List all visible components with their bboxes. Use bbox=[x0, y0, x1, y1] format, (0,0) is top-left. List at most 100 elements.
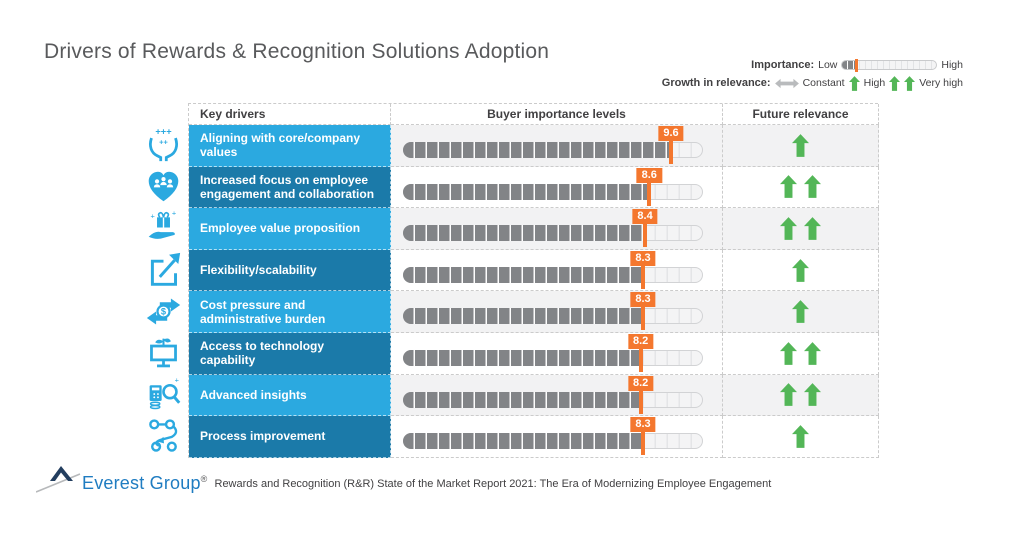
importance-high-label: High bbox=[941, 59, 963, 71]
up-arrow-icon bbox=[792, 133, 809, 157]
importance-scale-fill bbox=[842, 61, 855, 69]
importance-bar-fill bbox=[403, 225, 645, 242]
key-driver-label: Employee value proposition bbox=[200, 221, 361, 236]
growth-label: Growth in relevance: bbox=[661, 77, 771, 89]
importance-bar: 8.6 bbox=[403, 167, 703, 206]
up-arrow-icon bbox=[780, 217, 797, 240]
importance-marker bbox=[640, 304, 645, 331]
importance-bar-cell: 8.6 bbox=[391, 166, 723, 209]
insights-magnifier-icon: + bbox=[140, 374, 186, 416]
importance-bar-cell: 9.6 bbox=[391, 125, 723, 167]
expand-square-icon bbox=[140, 249, 186, 291]
importance-marker bbox=[643, 221, 648, 248]
importance-label: Importance: bbox=[751, 59, 815, 71]
svg-text:+: + bbox=[171, 209, 175, 217]
key-driver-cell: Advanced insights bbox=[189, 374, 391, 417]
importance-value-badge: 9.6 bbox=[658, 126, 684, 141]
svg-text:+: + bbox=[174, 376, 178, 384]
key-driver-label: Process improvement bbox=[200, 429, 326, 444]
key-driver-label: Increased focus on employee engagement a… bbox=[200, 172, 375, 201]
constant-arrow-icon bbox=[774, 78, 799, 88]
column-header-future-relevance: Future relevance bbox=[723, 104, 879, 125]
cost-exchange-icon: $ bbox=[140, 290, 186, 332]
up-arrow-icon bbox=[804, 383, 821, 407]
up-arrow-icon bbox=[804, 341, 821, 365]
importance-bar-fill bbox=[403, 391, 640, 408]
page-title: Drivers of Rewards & Recognition Solutio… bbox=[44, 40, 550, 63]
heart-people-icon bbox=[140, 166, 186, 208]
up-arrow-icon bbox=[804, 217, 821, 240]
up-arrow-icon bbox=[889, 75, 901, 91]
everest-group-logo-text: Everest Group® bbox=[82, 473, 208, 493]
importance-bar-cell: 8.3 bbox=[391, 416, 723, 458]
process-flow-icon bbox=[140, 415, 186, 457]
importance-value-badge: 8.3 bbox=[630, 417, 656, 433]
importance-value-badge: 8.2 bbox=[627, 375, 654, 391]
key-driver-label: Advanced insights bbox=[200, 387, 307, 402]
column-header-key-drivers: Key drivers bbox=[189, 104, 391, 125]
svg-text:+++: +++ bbox=[155, 127, 172, 137]
importance-bar-fill bbox=[403, 433, 642, 450]
up-arrow-icon bbox=[780, 175, 797, 199]
importance-low-label: Low bbox=[818, 59, 838, 71]
up-arrow-icon bbox=[780, 383, 797, 407]
key-driver-cell: Increased focus on employee engagement a… bbox=[189, 166, 391, 209]
importance-marker bbox=[640, 429, 645, 456]
importance-marker bbox=[638, 387, 643, 414]
key-driver-label: Aligning with core/company values bbox=[200, 131, 361, 160]
up-arrow-icon bbox=[792, 300, 809, 324]
importance-bar: 8.2 bbox=[403, 333, 703, 372]
importance-value-badge: 8.2 bbox=[627, 333, 654, 349]
key-driver-cell: Flexibility/scalability bbox=[189, 249, 391, 292]
growth-very-high-label: Very high bbox=[919, 77, 963, 89]
future-relevance-cell bbox=[723, 416, 879, 458]
importance-bar-fill bbox=[403, 308, 642, 325]
importance-bar-fill bbox=[403, 349, 640, 366]
up-arrow-icon bbox=[904, 75, 916, 91]
up-arrow-icon bbox=[792, 258, 809, 282]
key-driver-label: Access to technology capability bbox=[200, 339, 325, 368]
registered-mark: ® bbox=[200, 474, 208, 484]
monitor-sprout-icon bbox=[140, 332, 186, 374]
importance-marker bbox=[638, 345, 643, 372]
importance-scale-icon bbox=[841, 59, 938, 72]
up-arrow-icon bbox=[780, 341, 797, 365]
importance-marker bbox=[640, 262, 645, 289]
key-driver-cell: Aligning with core/company values bbox=[189, 125, 391, 167]
future-relevance-cell bbox=[723, 291, 879, 333]
footer: Everest Group® Rewards and Recognition (… bbox=[36, 462, 771, 493]
column-header-buyer-importance: Buyer importance levels bbox=[391, 104, 723, 125]
importance-marker bbox=[647, 179, 652, 206]
growth-high-label: High bbox=[863, 77, 886, 89]
importance-bar-fill bbox=[403, 266, 642, 283]
importance-bar: 8.3 bbox=[403, 250, 703, 289]
up-arrow-icon bbox=[848, 75, 860, 91]
importance-value-badge: 8.4 bbox=[632, 209, 658, 225]
future-relevance-cell bbox=[723, 249, 879, 292]
growth-legend-row: Growth in relevance: Constant High Very … bbox=[662, 74, 963, 92]
svg-text:$: $ bbox=[160, 306, 166, 316]
key-driver-cell: Process improvement bbox=[189, 416, 391, 458]
key-driver-cell: Access to technology capability bbox=[189, 332, 391, 375]
importance-value-badge: 8.3 bbox=[630, 292, 656, 308]
svg-text:+: + bbox=[150, 212, 154, 221]
future-relevance-cell bbox=[723, 332, 879, 375]
importance-bar-cell: 8.2 bbox=[391, 332, 723, 375]
key-driver-label: Flexibility/scalability bbox=[200, 263, 317, 278]
importance-bar: 9.6 bbox=[403, 126, 703, 164]
importance-bar-fill bbox=[403, 183, 649, 200]
growth-constant-label: Constant bbox=[802, 77, 845, 89]
importance-bar: 8.4 bbox=[403, 209, 703, 248]
importance-marker bbox=[669, 138, 673, 164]
importance-bar: 8.3 bbox=[403, 417, 703, 456]
future-relevance-cell bbox=[723, 208, 879, 250]
svg-text:++: ++ bbox=[159, 138, 168, 147]
importance-scale-marker bbox=[854, 59, 858, 72]
importance-legend-row: Importance: Low High bbox=[662, 56, 963, 74]
future-relevance-cell bbox=[723, 125, 879, 167]
importance-bar-cell: 8.4 bbox=[391, 208, 723, 250]
legend: Importance: Low High Growth in relevance… bbox=[662, 56, 963, 92]
importance-bar-cell: 8.3 bbox=[391, 291, 723, 333]
importance-bar-cell: 8.2 bbox=[391, 374, 723, 417]
